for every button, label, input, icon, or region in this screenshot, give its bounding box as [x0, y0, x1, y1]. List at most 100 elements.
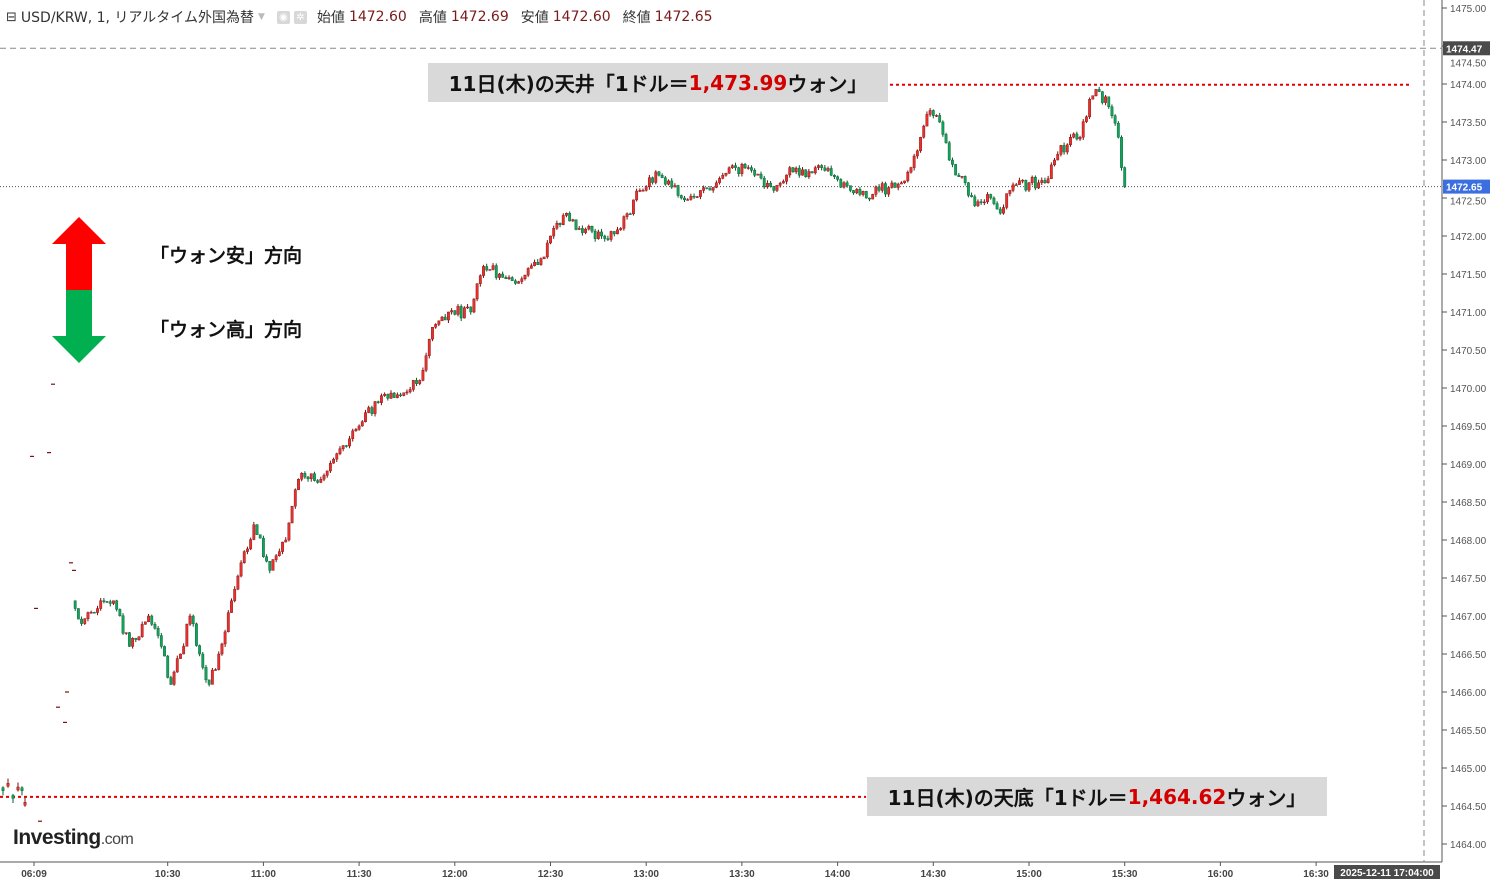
candle — [555, 223, 559, 229]
candle — [839, 179, 843, 188]
candle — [395, 394, 399, 398]
candle — [485, 266, 489, 271]
candle — [443, 316, 447, 321]
candle — [195, 623, 198, 646]
candle — [399, 394, 402, 396]
time-tick-label: 11:00 — [251, 869, 276, 879]
candle — [437, 320, 441, 325]
candle — [290, 505, 294, 524]
top-annotation-suffix: ウォン」 — [787, 72, 868, 96]
candle — [140, 624, 144, 637]
candle — [938, 115, 942, 123]
candle — [1008, 190, 1012, 194]
candle — [884, 183, 887, 195]
candle — [427, 338, 431, 356]
candle — [421, 370, 425, 381]
candle — [820, 165, 824, 169]
symbol-title[interactable]: USD/KRW, 1, リアルタイム外国為替 — [20, 10, 255, 26]
bottom-annotation-suffix: ウォン」 — [1226, 786, 1307, 810]
candle — [431, 327, 434, 340]
candle — [303, 473, 307, 478]
candle — [242, 551, 246, 564]
candle — [1040, 180, 1044, 183]
candle — [635, 190, 639, 201]
candle — [813, 167, 817, 174]
candle — [931, 110, 935, 116]
eye-icon[interactable]: ◉ — [276, 10, 290, 24]
minus-square-icon[interactable]: ⊟ — [6, 9, 17, 25]
high-value: 1472.69 — [450, 9, 509, 25]
candle — [641, 190, 645, 192]
candle — [137, 636, 141, 640]
candle — [376, 401, 380, 403]
candle — [654, 171, 658, 183]
caret-down-icon[interactable]: ▼ — [258, 12, 265, 22]
candle — [660, 174, 664, 178]
candle — [995, 203, 999, 210]
candle — [309, 473, 313, 480]
candle — [1094, 89, 1098, 96]
gear-icon[interactable]: ✲ — [293, 10, 307, 24]
time-tick-label: 13:00 — [633, 869, 659, 879]
candle — [797, 167, 801, 176]
candle — [766, 183, 769, 188]
candle — [804, 169, 808, 178]
time-tick-label: 12:00 — [442, 869, 468, 879]
candle — [284, 539, 288, 543]
candle — [99, 600, 103, 609]
candle — [293, 489, 297, 507]
candle — [313, 473, 316, 481]
candle — [842, 182, 846, 188]
strong-won-label: 「ウォン高」方向 — [150, 319, 303, 341]
candle — [970, 195, 973, 197]
candle — [622, 216, 626, 229]
open-label: 始値 — [316, 10, 345, 26]
candle — [105, 601, 109, 603]
candle — [198, 645, 201, 655]
candle — [277, 551, 281, 556]
candle — [520, 278, 524, 282]
candle — [705, 187, 709, 189]
candle — [762, 177, 766, 188]
candle — [1081, 121, 1085, 138]
price-tick-label: 1471.00 — [1450, 308, 1487, 319]
price-tick-label: 1468.00 — [1450, 536, 1487, 547]
candle — [1120, 136, 1123, 168]
candle — [335, 453, 339, 460]
candle — [389, 392, 393, 399]
candle — [581, 228, 584, 233]
candle — [935, 115, 938, 117]
candle — [992, 197, 996, 204]
candle — [526, 268, 530, 276]
candle — [175, 658, 179, 673]
candle — [153, 624, 157, 629]
close-value: 1472.65 — [654, 9, 713, 25]
candle — [411, 380, 415, 390]
crosshair-price-box — [1443, 41, 1490, 56]
candle — [1053, 159, 1056, 166]
candle — [651, 177, 654, 183]
candle — [903, 180, 906, 183]
candle — [871, 194, 875, 200]
candle — [571, 219, 575, 222]
candle — [986, 194, 989, 203]
candle — [794, 167, 798, 173]
top-annotation-value: 1,473.99 — [688, 70, 788, 95]
candle — [966, 182, 970, 196]
time-tick-label: 11:30 — [347, 869, 372, 879]
chart-header: ⊟ USD/KRW, 1, リアルタイム外国為替 ▼ ◉ ✲ 始値 1472.60… — [6, 7, 721, 27]
candle — [1123, 167, 1127, 187]
candle — [973, 196, 977, 206]
candle — [734, 165, 737, 168]
candle — [236, 575, 240, 590]
candle — [1056, 154, 1060, 161]
candle — [163, 646, 166, 657]
candle — [686, 199, 690, 201]
price-tick-label: 1466.00 — [1450, 688, 1487, 699]
candle — [147, 615, 150, 623]
candle — [919, 136, 922, 152]
candle — [341, 445, 345, 450]
candle — [76, 608, 80, 620]
candle — [539, 258, 543, 265]
